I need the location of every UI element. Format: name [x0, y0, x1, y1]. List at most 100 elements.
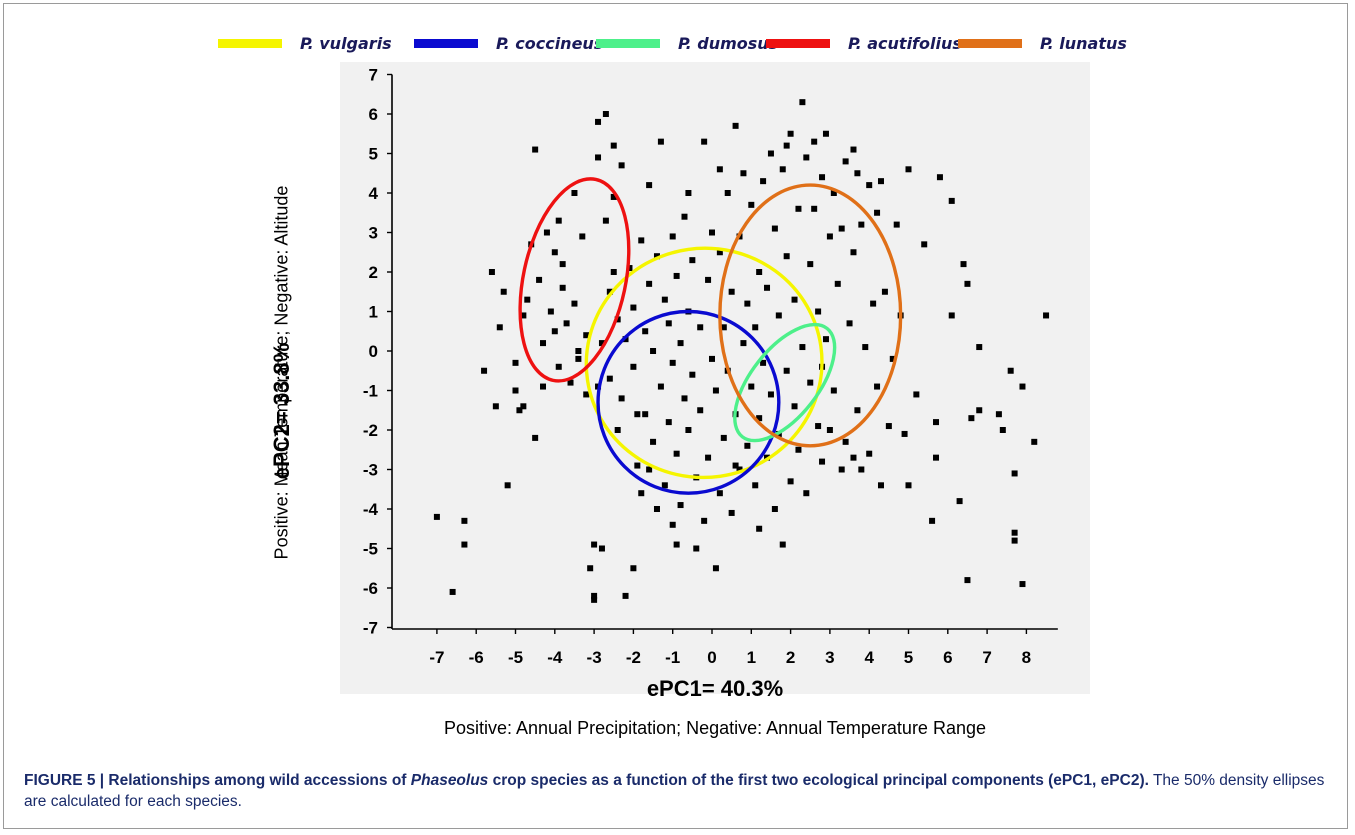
data-point — [532, 434, 539, 441]
data-point — [536, 276, 543, 283]
data-point — [779, 541, 786, 548]
data-point — [709, 355, 715, 362]
data-point — [948, 312, 955, 319]
data-point — [685, 427, 692, 433]
data-point — [826, 233, 833, 240]
data-point — [862, 344, 869, 351]
data-point — [650, 348, 657, 354]
data-point — [677, 502, 684, 509]
data-point — [783, 142, 790, 149]
data-point — [583, 332, 590, 339]
data-point — [744, 442, 751, 449]
data-point — [634, 411, 641, 418]
figure-caption: FIGURE 5 | Relationships among wild acce… — [24, 770, 1334, 812]
legend-item-dumosus: P. dumosus — [596, 28, 778, 58]
data-point — [819, 174, 826, 181]
data-point — [838, 466, 845, 473]
data-point — [571, 190, 578, 196]
data-point — [661, 296, 668, 303]
data-point — [913, 391, 920, 398]
data-point — [815, 423, 822, 430]
data-point — [677, 340, 684, 347]
data-point — [874, 209, 881, 216]
x-tick-label: 3 — [825, 648, 834, 667]
data-point — [976, 407, 983, 414]
data-point — [968, 415, 975, 422]
data-point — [547, 308, 554, 315]
data-point — [665, 419, 672, 426]
data-point — [689, 257, 696, 264]
data-point — [673, 272, 680, 279]
data-point — [819, 458, 826, 465]
x-axis-subtitle: Positive: Annual Precipitation; Negative… — [443, 718, 986, 738]
data-point — [669, 521, 676, 528]
legend-label-lunatus: P. lunatus — [1040, 33, 1127, 53]
data-point — [760, 359, 767, 366]
data-point — [618, 395, 625, 402]
data-point — [756, 415, 763, 422]
x-tick-label: -5 — [508, 648, 523, 667]
data-point — [657, 383, 664, 390]
data-point — [830, 387, 837, 394]
data-point — [771, 225, 778, 232]
data-point — [492, 403, 499, 410]
x-tick-label: 2 — [786, 648, 795, 667]
data-point — [1031, 438, 1038, 445]
legend-swatch-coccineus — [414, 38, 478, 48]
data-point — [516, 407, 523, 414]
data-point — [449, 588, 456, 595]
y-tick-label: -6 — [363, 579, 378, 598]
data-point — [693, 545, 700, 552]
data-point — [822, 336, 829, 343]
data-point — [520, 403, 527, 410]
data-point — [795, 205, 802, 212]
data-point — [716, 490, 723, 497]
data-point — [1011, 470, 1018, 477]
data-point — [877, 482, 884, 489]
legend-item-vulgaris: P. vulgaris — [218, 28, 392, 58]
data-point — [964, 577, 971, 584]
data-point — [598, 340, 605, 347]
data-point — [874, 383, 881, 390]
data-point — [767, 391, 774, 398]
legend-swatch-lunatus — [958, 38, 1022, 48]
data-point — [705, 454, 712, 461]
data-point — [524, 296, 531, 303]
data-point — [1043, 312, 1050, 319]
data-point — [669, 233, 676, 240]
y-axis-title: ePC2= 33.8% — [269, 342, 294, 480]
y-tick-label: 6 — [369, 105, 378, 124]
data-point — [610, 269, 617, 275]
data-point — [689, 371, 696, 378]
data-point — [591, 596, 598, 603]
legend-swatch-vulgaris — [218, 38, 282, 48]
ellipses-group — [518, 177, 903, 495]
data-point — [555, 217, 562, 224]
data-point — [744, 300, 751, 307]
y-tick-label: -1 — [363, 382, 378, 401]
data-point — [575, 348, 582, 354]
legend: P. vulgaris P. coccineus P. dumosus P. a… — [218, 28, 1158, 58]
data-point — [1019, 383, 1026, 390]
caption-rest: The 50% density ellipses are calculated … — [24, 772, 1325, 810]
data-point — [540, 383, 547, 390]
data-point — [618, 162, 625, 169]
data-point — [646, 466, 653, 473]
data-point — [1011, 537, 1018, 544]
data-point — [622, 592, 629, 599]
data-point — [854, 170, 861, 177]
data-point — [1007, 367, 1014, 374]
x-tick-label: 4 — [864, 648, 874, 667]
data-point — [681, 395, 688, 402]
data-point — [567, 379, 574, 386]
caption-bold-prefix: FIGURE 5 | Relationships among wild acce… — [24, 772, 411, 789]
density-ellipse — [584, 246, 824, 480]
data-point — [933, 419, 940, 426]
x-tick-label: 8 — [1022, 648, 1031, 667]
data-point — [583, 391, 590, 398]
data-point — [877, 178, 884, 185]
data-point — [657, 138, 664, 145]
x-tick-label: -7 — [429, 648, 444, 667]
data-point — [646, 280, 653, 287]
data-point — [728, 288, 735, 295]
